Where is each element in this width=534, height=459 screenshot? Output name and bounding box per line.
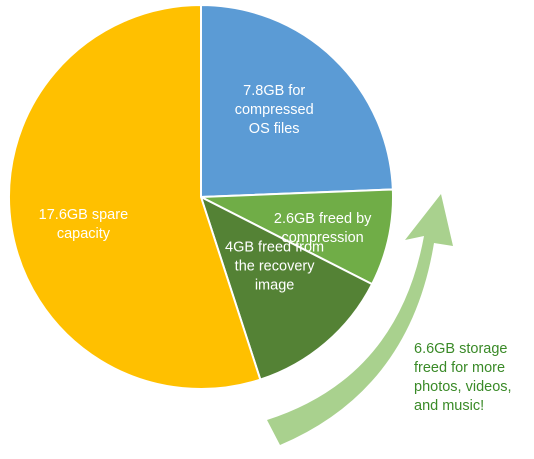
slice-labels: 7.8GB for compressed OS files 2.6GB freed b… <box>39 83 372 293</box>
pie-slice <box>199 195 374 381</box>
pie-slice <box>8 3 262 390</box>
pie-slice <box>197 188 394 286</box>
slice-label: 4GB freed from the recovery image <box>225 239 324 293</box>
slice-label: 2.6GB freed by compression <box>274 211 372 246</box>
pie-slice <box>200 3 394 199</box>
pie-slices <box>8 3 394 390</box>
slice-label: 7.8GB for compressed OS files <box>235 83 314 137</box>
curved-arrow-icon <box>267 194 453 445</box>
slice-label: 17.6GB spare capacity <box>39 207 128 242</box>
storage-freed-note: 6.6GB storage freed for more photos, vid… <box>414 341 512 414</box>
